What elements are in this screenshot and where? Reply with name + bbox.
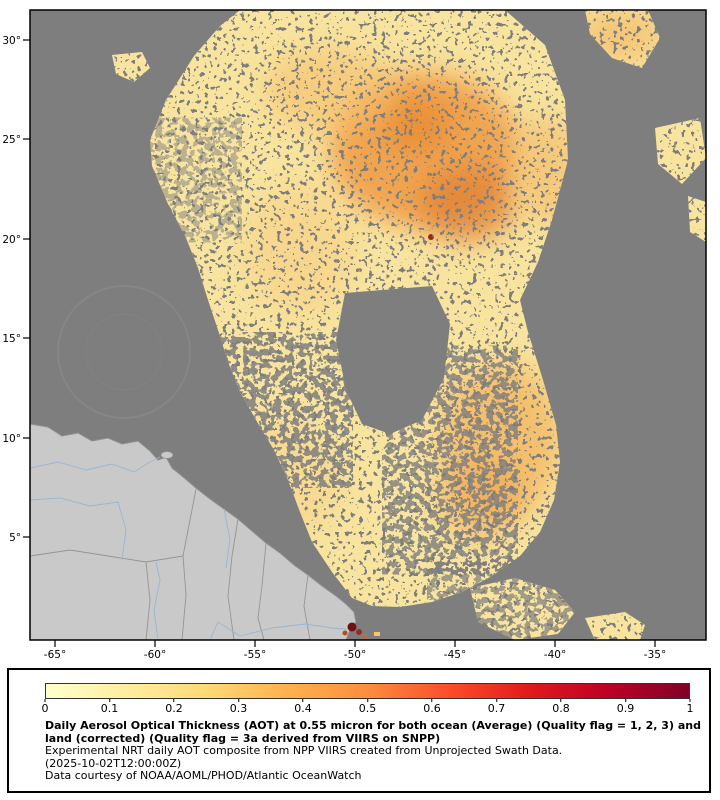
- legend-subtitle: Experimental NRT daily AOT composite fro…: [45, 744, 563, 757]
- colorbar-tick: 0.6: [423, 699, 441, 714]
- map-frame: [29, 9, 707, 641]
- colorbar-scale: 0 0.1 0.2 0.3 0.4 0.5 0.6 0.7 0.8 0.9 1: [42, 699, 694, 717]
- lat-tick-label: 15°: [2, 333, 21, 345]
- colorbar-tick: 0.9: [617, 699, 634, 714]
- coastal-hotspots: [342, 622, 380, 639]
- legend-caption: Daily Aerosol Optical Thickness (AOT) at…: [45, 719, 701, 783]
- lon-tick-label: -40°: [544, 649, 566, 660]
- lat-tick-label: 5°: [9, 532, 21, 544]
- legend-credit: Data courtesy of NOAA/AOML/PHOD/Atlantic…: [45, 769, 362, 782]
- landmass-south-america: [30, 423, 357, 640]
- colorbar-tick: 0.4: [294, 699, 312, 714]
- colorbar-tick: 1: [687, 699, 694, 714]
- country-borders: [30, 488, 311, 640]
- lon-tick-label: -60°: [144, 649, 166, 660]
- colorbar-tick: 0.2: [165, 699, 183, 714]
- lon-tick-label: -50°: [344, 649, 366, 660]
- legend-title: Daily Aerosol Optical Thickness (AOT) at…: [45, 719, 701, 745]
- aot-map-canvas: 30° 25° 20° 15° 10° 5° -65° -60° -55° -5…: [2, 9, 707, 660]
- colorbar-tick: 0.3: [230, 699, 247, 714]
- island-trinidad: [160, 451, 174, 459]
- lat-tick-label: 20°: [2, 234, 21, 246]
- swath-gap: [336, 286, 450, 434]
- legend-timestamp: (2025-10-02T12:00:00Z): [45, 756, 182, 770]
- lon-tick-label: -55°: [244, 649, 266, 660]
- colorbar-tick: 0: [42, 699, 49, 714]
- latitude-labels: 30° 25° 20° 15° 10° 5°: [2, 35, 21, 544]
- faint-ocean-artifact: [57, 285, 191, 419]
- lat-tick-label: 30°: [2, 35, 21, 47]
- aot-map-panel: 30° 25° 20° 15° 10° 5° -65° -60° -55° -5…: [2, 9, 707, 660]
- legend-panel: 0 0.1 0.2 0.3 0.4 0.5 0.6 0.7 0.8 0.9 1 …: [7, 668, 711, 793]
- longitude-axis: [54, 640, 656, 647]
- lon-tick-label: -35°: [644, 649, 666, 660]
- colorbar-tick: 0.5: [359, 699, 376, 714]
- colorbar-tick: 0.8: [552, 699, 570, 714]
- lon-tick-label: -65°: [44, 649, 66, 660]
- colorbar: [45, 683, 690, 699]
- longitude-labels: -65° -60° -55° -50° -45° -40° -35°: [44, 649, 666, 660]
- colorbar-tick: 0.1: [101, 699, 118, 714]
- lat-tick-label: 10°: [2, 433, 21, 445]
- lon-tick-label: -45°: [444, 649, 466, 660]
- lat-tick-label: 25°: [2, 134, 21, 146]
- rivers: [30, 456, 348, 640]
- colorbar-tick: 0.7: [488, 699, 505, 714]
- latitude-axis: [23, 39, 30, 538]
